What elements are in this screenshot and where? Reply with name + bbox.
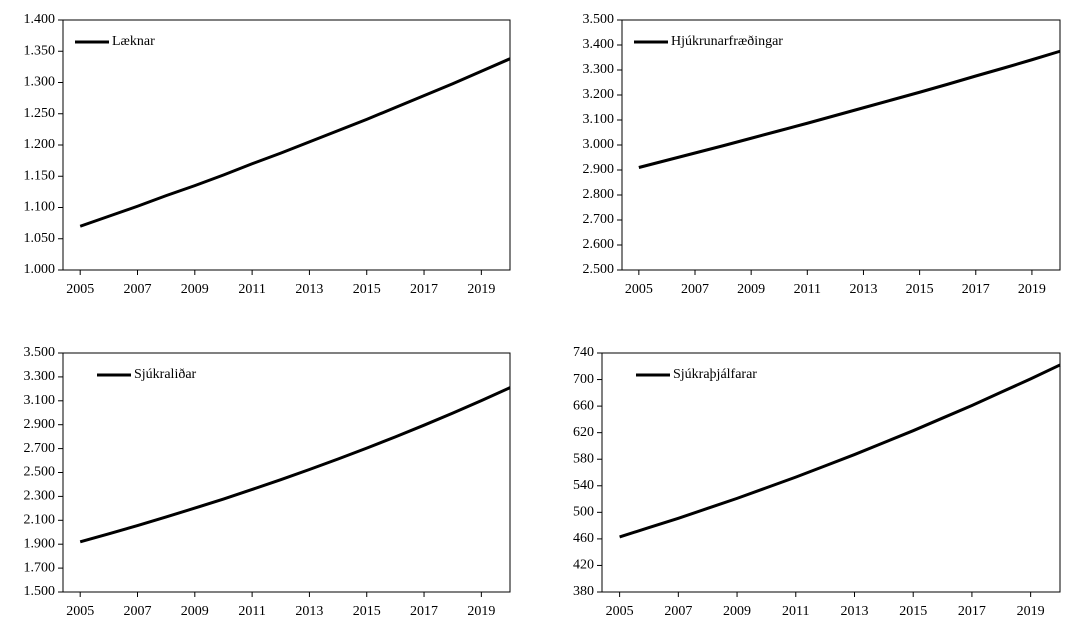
legend-label: Læknar	[112, 34, 155, 49]
y-tick-label: 540	[573, 478, 594, 493]
y-tick-label: 700	[573, 372, 594, 387]
x-tick-label: 2013	[849, 282, 877, 297]
y-tick-label: 500	[573, 505, 594, 520]
y-tick-label: 420	[573, 558, 594, 573]
plot-frame	[62, 19, 511, 271]
y-tick-label: 2.500	[583, 262, 615, 277]
data-line	[79, 386, 511, 544]
data-line	[638, 49, 1061, 169]
y-tick-label: 3.500	[583, 12, 615, 27]
x-tick-label: 2017	[962, 282, 990, 297]
y-tick-label: 1.250	[24, 106, 56, 121]
y-tick-label: 3.400	[583, 37, 615, 52]
x-tick-label: 2011	[238, 282, 265, 297]
y-tick-label: 1.500	[24, 584, 56, 599]
y-tick-label: 2.700	[583, 212, 615, 227]
y-tick-label: 1.300	[24, 75, 56, 90]
data-line	[79, 57, 511, 228]
x-tick-label: 2007	[681, 282, 709, 297]
x-tick-label: 2017	[410, 282, 438, 297]
x-tick-label: 2005	[606, 604, 634, 619]
x-tick-label: 2011	[794, 282, 821, 297]
x-tick-label: 2009	[181, 282, 209, 297]
x-tick-label: 2009	[723, 604, 751, 619]
y-tick-label: 3.300	[24, 369, 56, 384]
x-tick-label: 2007	[664, 604, 692, 619]
y-tick-label: 2.600	[583, 237, 615, 252]
y-tick-label: 2.700	[24, 441, 56, 456]
y-tick-label: 2.100	[24, 513, 56, 528]
y-tick-label: 380	[573, 584, 594, 599]
x-tick-label: 2005	[66, 282, 94, 297]
y-tick-label: 2.800	[583, 187, 615, 202]
x-tick-label: 2007	[124, 604, 152, 619]
y-tick-label: 3.100	[24, 393, 56, 408]
y-tick-label: 3.200	[583, 87, 615, 102]
x-tick-label: 2017	[410, 604, 438, 619]
x-tick-label: 2019	[1018, 282, 1046, 297]
plot-frame	[62, 352, 511, 593]
x-tick-label: 2009	[181, 604, 209, 619]
x-tick-label: 2013	[295, 282, 323, 297]
y-tick-label: 660	[573, 398, 594, 413]
x-tick-label: 2011	[782, 604, 809, 619]
y-tick-label: 1.700	[24, 560, 56, 575]
y-tick-label: 740	[573, 345, 594, 360]
y-tick-label: 1.100	[24, 200, 56, 215]
y-tick-label: 2.300	[24, 489, 56, 504]
y-tick-label: 2.900	[583, 162, 615, 177]
x-tick-label: 2007	[124, 282, 152, 297]
y-tick-label: 460	[573, 531, 594, 546]
y-tick-label: 620	[573, 425, 594, 440]
legend-label: Sjúkraliðar	[134, 367, 197, 382]
x-tick-label: 2015	[899, 604, 927, 619]
plot-frame	[621, 19, 1061, 271]
y-tick-label: 3.300	[583, 62, 615, 77]
legend-label: Hjúkrunarfræðingar	[671, 34, 783, 49]
legend-label: Sjúkraþjálfarar	[673, 367, 757, 382]
y-tick-label: 2.500	[24, 465, 56, 480]
y-tick-label: 1.150	[24, 168, 56, 183]
x-tick-label: 2015	[353, 604, 381, 619]
y-tick-label: 2.900	[24, 417, 56, 432]
x-tick-label: 2013	[295, 604, 323, 619]
y-tick-label: 1.200	[24, 137, 56, 152]
x-tick-label: 2015	[906, 282, 934, 297]
x-tick-label: 2013	[840, 604, 868, 619]
x-tick-label: 2019	[467, 282, 495, 297]
y-tick-label: 1.400	[24, 12, 56, 27]
y-tick-label: 3.500	[24, 345, 56, 360]
x-tick-label: 2005	[66, 604, 94, 619]
x-tick-label: 2015	[353, 282, 381, 297]
y-tick-label: 1.900	[24, 536, 56, 551]
y-tick-label: 1.050	[24, 231, 56, 246]
x-tick-label: 2019	[467, 604, 495, 619]
x-tick-label: 2019	[1017, 604, 1045, 619]
x-tick-label: 2009	[737, 282, 765, 297]
x-tick-label: 2005	[625, 282, 653, 297]
y-tick-label: 3.100	[583, 112, 615, 127]
y-tick-label: 1.350	[24, 43, 56, 58]
x-tick-label: 2017	[958, 604, 986, 619]
plot-frame	[601, 352, 1061, 593]
y-tick-label: 580	[573, 451, 594, 466]
data-line	[619, 363, 1061, 539]
y-tick-label: 3.000	[583, 137, 615, 152]
x-tick-label: 2011	[238, 604, 265, 619]
y-tick-label: 1.000	[24, 262, 56, 277]
